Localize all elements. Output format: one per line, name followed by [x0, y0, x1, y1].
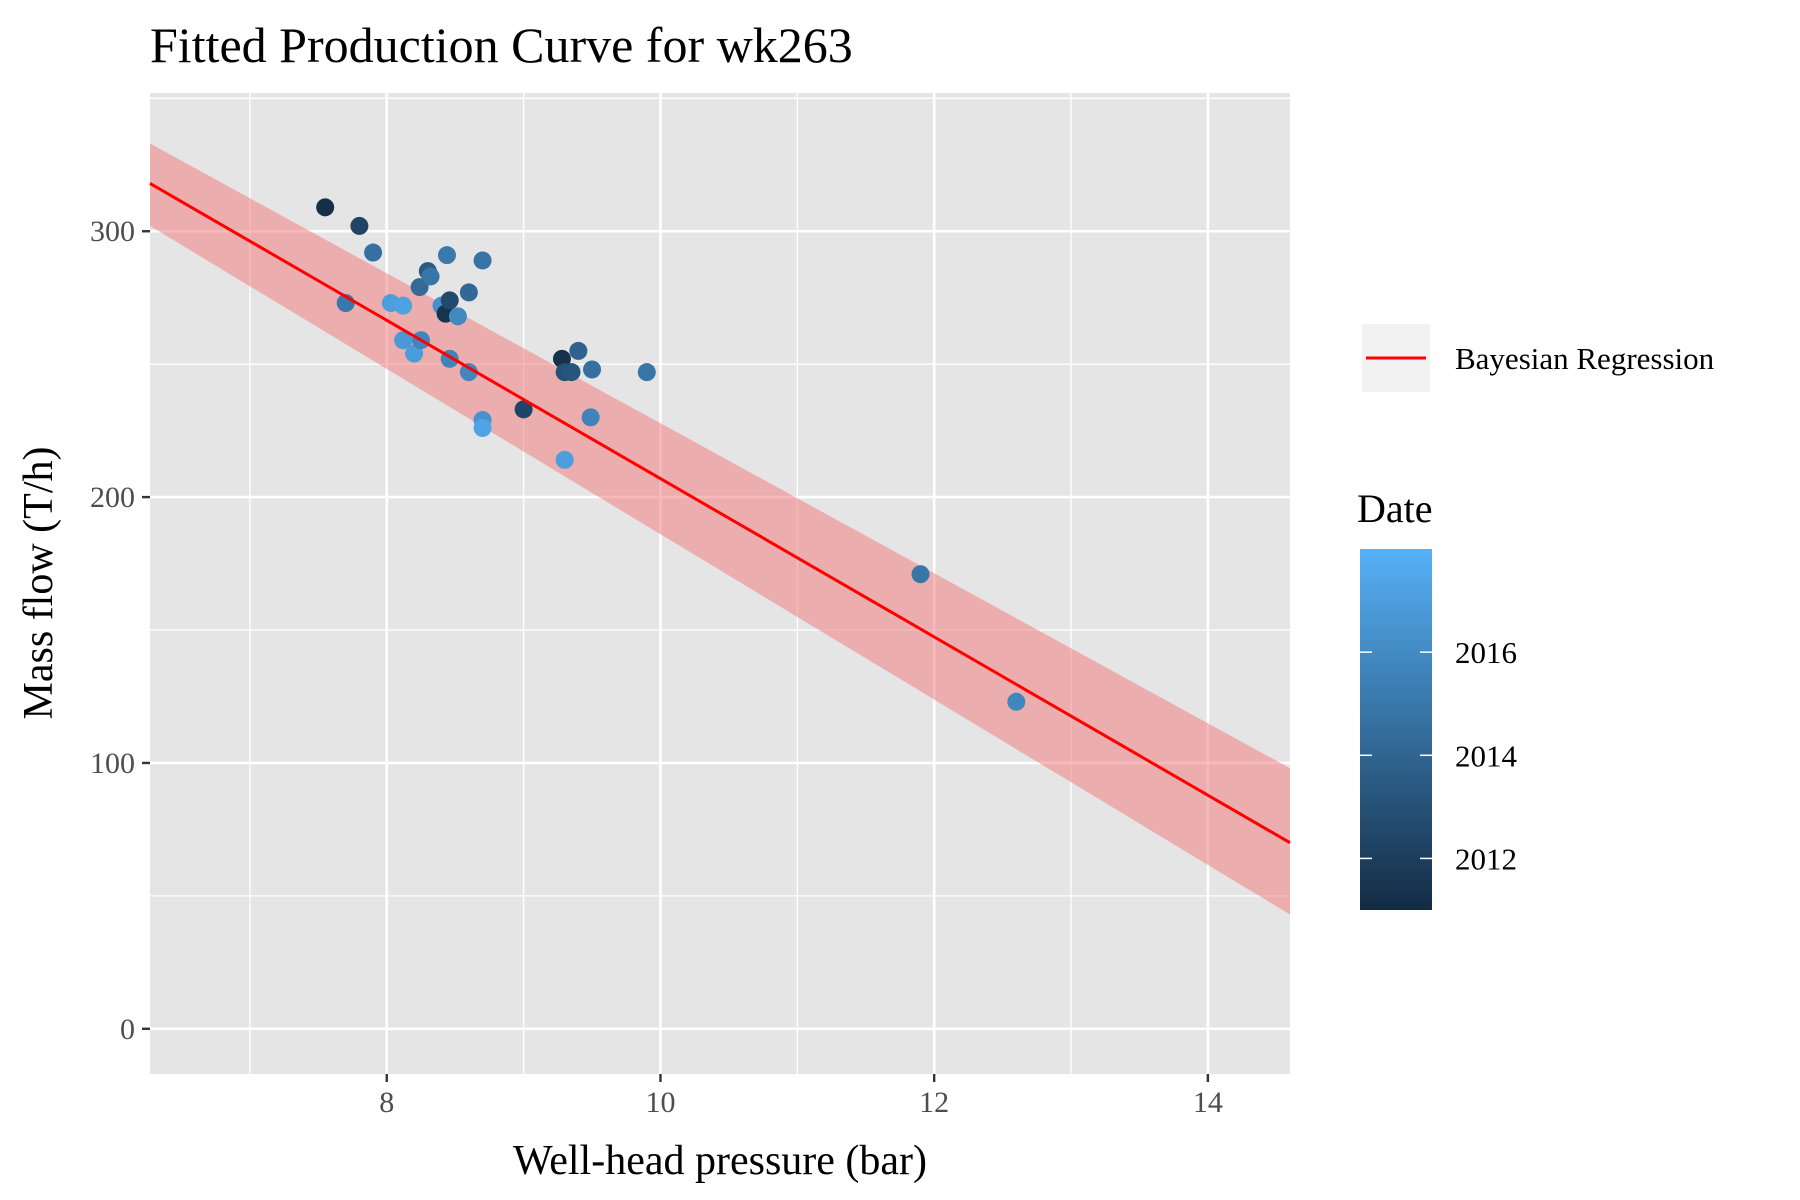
colorbar-tick-label: 2014 — [1455, 738, 1518, 773]
data-point — [911, 565, 930, 584]
date-colorbar: Date 2012 2014 2016 — [1357, 486, 1518, 910]
data-point — [316, 198, 335, 217]
colorbar-tick-label: 2016 — [1455, 635, 1517, 670]
points-layer — [316, 198, 1026, 711]
x-tick-label: 14 — [1193, 1086, 1223, 1119]
data-point — [583, 360, 602, 379]
data-point — [421, 267, 440, 286]
data-point — [473, 251, 492, 270]
data-point — [459, 363, 478, 382]
y-axis-title: Mass flow (T/h) — [16, 447, 62, 720]
legend-label-bayesian-regression: Bayesian Regression — [1455, 341, 1715, 376]
data-point — [514, 400, 533, 419]
ribbon-layer — [150, 143, 1290, 915]
line-layer — [149, 182, 1291, 845]
data-point — [350, 216, 369, 235]
data-point — [1007, 692, 1026, 711]
data-point — [473, 418, 492, 437]
y-tick-label: 0 — [120, 1013, 135, 1046]
x-tick-label: 8 — [379, 1086, 394, 1119]
regression-line — [149, 182, 1291, 845]
data-point — [405, 344, 424, 363]
data-point — [637, 363, 656, 382]
data-point — [394, 331, 413, 350]
y-axis: 0 100 200 300 — [90, 215, 150, 1046]
chart-title: Fitted Production Curve for wk263 — [150, 17, 853, 73]
data-point — [437, 246, 456, 265]
data-point — [459, 283, 478, 302]
x-axis: 8 10 12 14 — [379, 1074, 1223, 1119]
y-tick-label: 100 — [90, 747, 135, 780]
colorbar-title: Date — [1357, 486, 1433, 531]
data-point — [364, 243, 383, 262]
data-point — [448, 307, 467, 326]
data-point — [555, 450, 574, 469]
colorbar-tick-label: 2012 — [1455, 841, 1517, 876]
x-axis-title: Well-head pressure (bar) — [513, 1138, 927, 1184]
credible-interval-ribbon — [150, 143, 1290, 915]
data-point — [562, 363, 581, 382]
data-point — [581, 408, 600, 427]
colorbar-gradient — [1360, 549, 1432, 910]
x-tick-label: 12 — [919, 1086, 949, 1119]
legend: Bayesian Regression — [1362, 324, 1715, 392]
x-tick-label: 10 — [645, 1086, 675, 1119]
plot-panel — [149, 93, 1291, 1074]
data-point — [394, 296, 413, 315]
y-tick-label: 200 — [90, 481, 135, 514]
colorbar-ticks: 2012 2014 2016 — [1360, 635, 1518, 876]
data-point — [440, 291, 459, 310]
data-point — [569, 341, 588, 360]
y-tick-label: 300 — [90, 215, 135, 248]
